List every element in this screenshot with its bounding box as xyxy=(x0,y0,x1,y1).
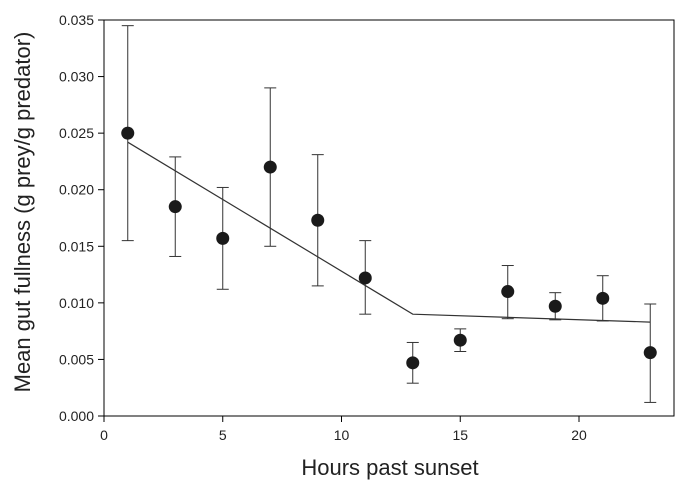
data-point xyxy=(406,356,420,370)
y-tick-label: 0.020 xyxy=(59,182,94,198)
y-tick-label: 0.035 xyxy=(59,12,94,28)
data-point xyxy=(168,200,182,214)
data-point xyxy=(596,291,610,305)
y-tick-label: 0.025 xyxy=(59,125,94,141)
data-point xyxy=(501,285,515,299)
x-tick-label: 20 xyxy=(571,427,587,443)
data-point xyxy=(216,231,230,245)
x-tick-label: 15 xyxy=(452,427,468,443)
y-axis-title: Mean gut fullness (g prey/g predator) xyxy=(10,32,35,393)
y-tick-label: 0.015 xyxy=(59,238,94,254)
plot-frame xyxy=(103,19,675,417)
fit-line xyxy=(127,141,651,323)
data-point xyxy=(453,333,467,347)
plot-area: 0.000 0.005 0.010 0.015 0.020 0.025 0.030 0.035… xyxy=(59,12,675,443)
y-tick-label: 0.005 xyxy=(59,351,94,367)
data-point xyxy=(358,271,372,285)
y-tick-label: 0.030 xyxy=(59,69,94,85)
y-tick-label: 0.010 xyxy=(59,295,94,311)
x-tick-label: 0 xyxy=(100,427,108,443)
x-tick-label: 5 xyxy=(219,427,227,443)
data-point xyxy=(643,346,657,360)
x-axis-title: Hours past sunset xyxy=(301,455,478,480)
y-tick-label: 0.000 xyxy=(59,408,94,424)
data-point xyxy=(121,126,135,140)
data-point xyxy=(263,160,277,174)
x-tick-label: 10 xyxy=(334,427,350,443)
data-point xyxy=(311,213,325,227)
data-point xyxy=(548,299,562,313)
